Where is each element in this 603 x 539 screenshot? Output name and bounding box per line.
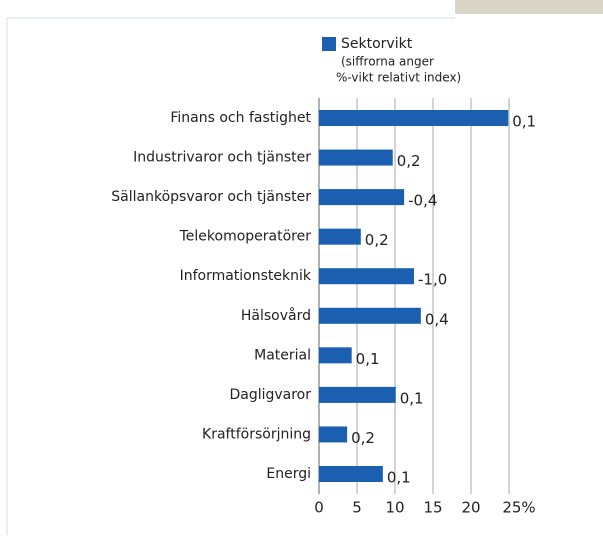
bar [319,110,508,126]
relative-label: 0,2 [365,231,389,249]
legend-note: %-vikt relativt index) [336,71,461,85]
y-tick-label: Material [254,347,311,363]
x-tick-label: 10 [385,499,404,517]
relative-label: 0,1 [387,469,411,487]
y-tick-label: Telekomoperatörer [179,229,312,245]
bar [319,268,414,284]
bar [319,347,352,363]
relative-label: 0,1 [512,113,536,131]
x-tick-label: 0 [314,499,324,517]
bar [319,308,421,324]
y-tick-label: Finans och fastighet [170,110,311,126]
chart: Sektorvikt (siffrorna anger %-vikt relat… [0,0,603,535]
legend-note: (siffrorna anger [341,55,434,69]
relative-label: 0,1 [356,350,380,368]
y-tick-label: Informationsteknik [180,268,312,284]
relative-label: 0,1 [400,389,424,407]
x-tick-label: 5 [352,499,362,517]
y-tick-label: Dagligvaror [229,387,311,403]
relative-label: 0,2 [351,429,375,447]
bar [319,387,396,403]
bar [319,189,404,205]
bar [319,466,383,482]
bar [319,426,347,442]
x-tick-label: 20 [461,499,480,517]
header-image [455,0,603,14]
y-tick-label: Industrivaror och tjänster [133,150,311,166]
bar [319,150,393,166]
y-tick-label: Sällanköpsvaror och tjänster [111,189,311,205]
x-tick-label: 25% [502,499,535,517]
y-tick-label: Kraftförsörjning [202,426,311,442]
y-tick-label: Energi [266,466,311,482]
bar [319,229,361,245]
relative-label: -1,0 [418,271,447,289]
legend-swatch [322,37,336,51]
relative-label: 0,2 [397,152,421,170]
legend-label: Sektorvikt [341,36,413,52]
y-tick-label: Hälsovård [241,307,311,324]
relative-label: -0,4 [408,192,437,210]
relative-label: 0,4 [425,310,449,328]
x-tick-label: 15 [423,499,442,517]
